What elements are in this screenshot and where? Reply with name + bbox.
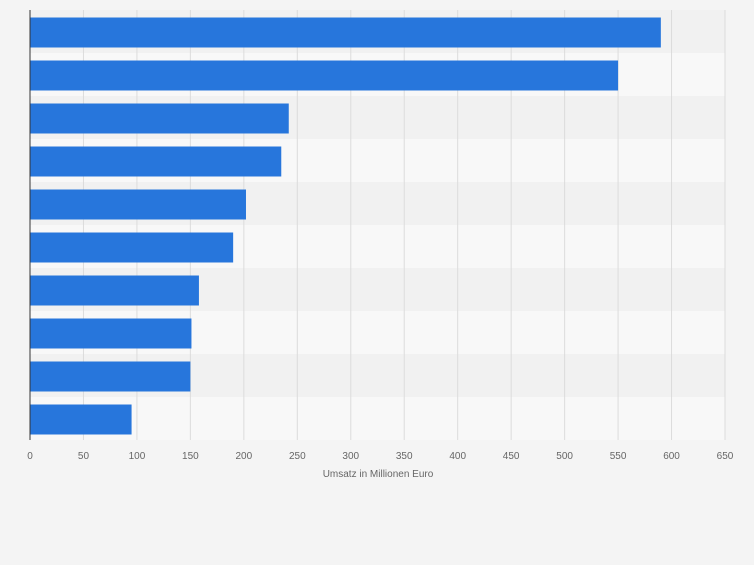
bar — [30, 275, 199, 306]
bar — [30, 318, 192, 349]
x-axis-label: Umsatz in Millionen Euro — [323, 469, 434, 480]
bar — [30, 232, 234, 263]
bar — [30, 361, 191, 392]
bar — [30, 103, 289, 134]
x-tick-label: 550 — [610, 451, 627, 462]
x-tick-label: 200 — [236, 451, 253, 462]
bars — [30, 17, 661, 435]
x-tick-label: 600 — [663, 451, 680, 462]
x-tick-label: 650 — [717, 451, 734, 462]
bar — [30, 17, 661, 48]
row-band — [30, 397, 725, 440]
x-axis-ticks: 0 50 100 150 200 250 300 350 400 450 500 550 600 650 — [27, 451, 734, 462]
x-tick-label: 0 — [27, 451, 33, 462]
x-tick-label: 500 — [556, 451, 573, 462]
bar — [30, 60, 619, 91]
x-tick-label: 150 — [182, 451, 199, 462]
x-tick-label: 300 — [342, 451, 359, 462]
x-tick-label: 250 — [289, 451, 306, 462]
x-tick-label: 50 — [78, 451, 90, 462]
x-tick-label: 100 — [129, 451, 146, 462]
x-tick-label: 350 — [396, 451, 413, 462]
bar — [30, 189, 246, 220]
bar — [30, 146, 282, 177]
x-tick-label: 400 — [449, 451, 466, 462]
x-tick-label: 450 — [503, 451, 520, 462]
bar — [30, 404, 132, 435]
